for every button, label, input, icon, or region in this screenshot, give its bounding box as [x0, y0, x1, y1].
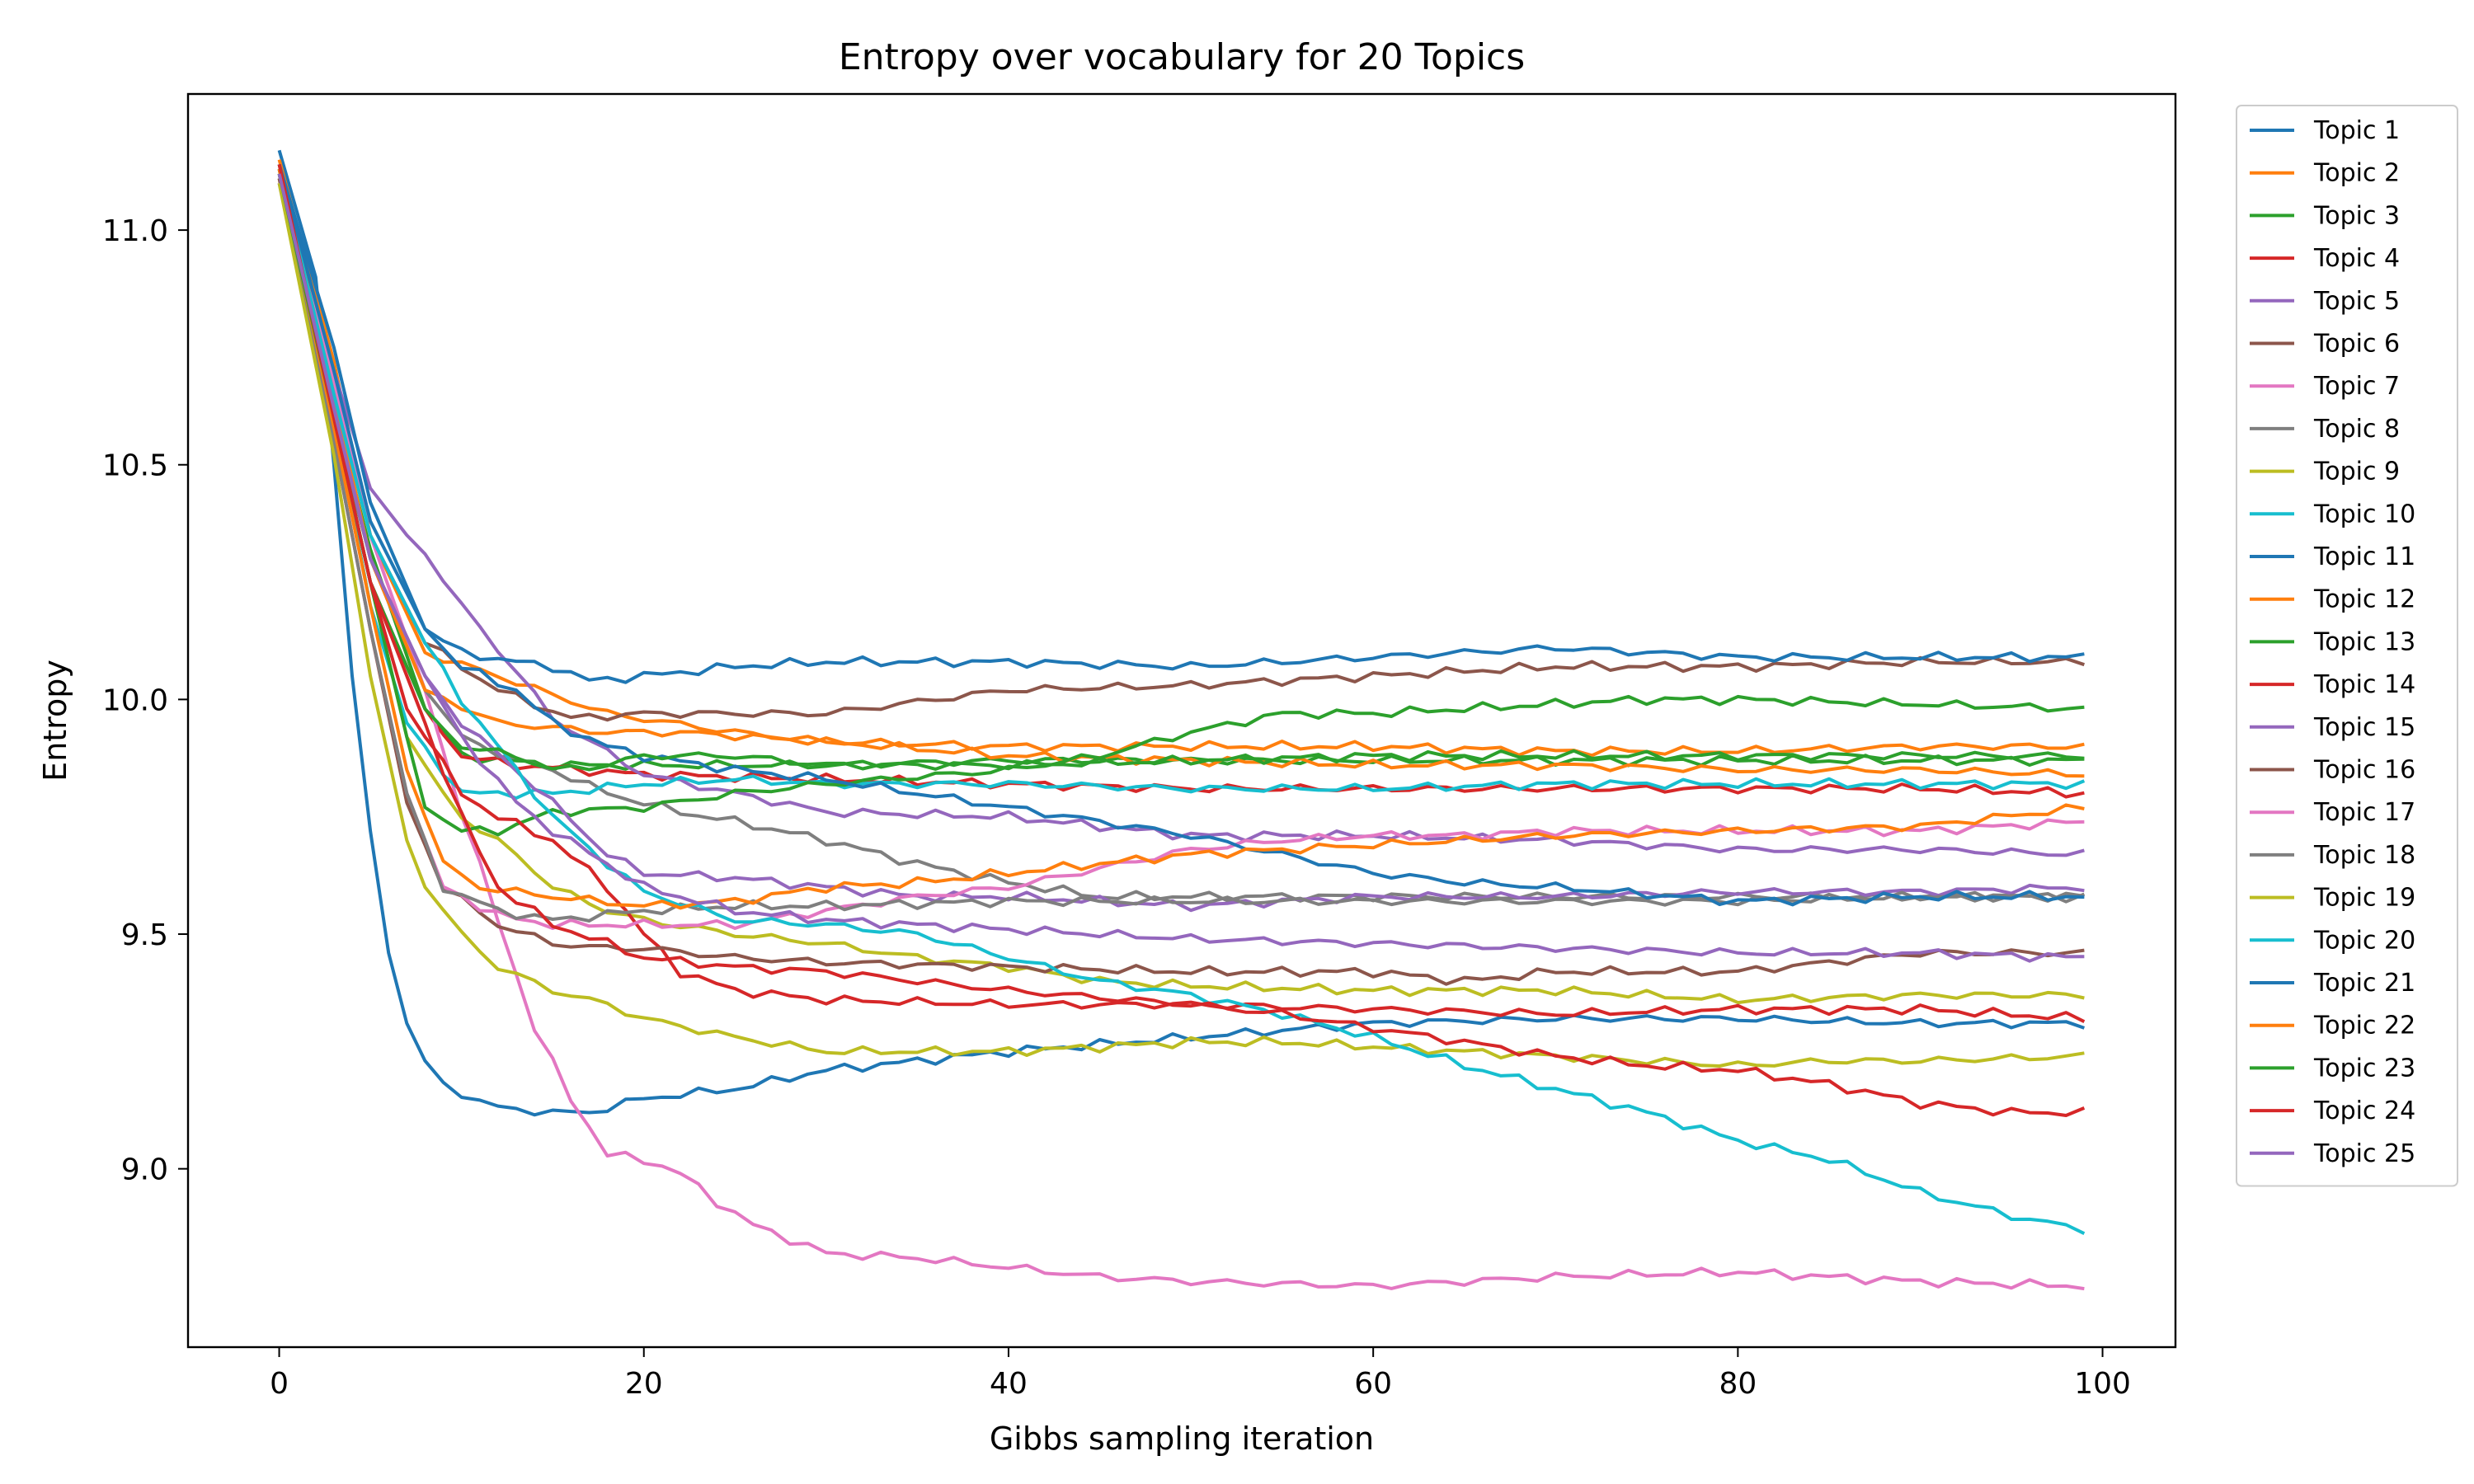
series-line-topic-25 [277, 173, 2085, 963]
series-line-topic-15 [277, 173, 2085, 913]
legend-label: Topic 22 [2313, 1012, 2415, 1040]
legend-label: Topic 2 [2313, 159, 2400, 188]
legend-label: Topic 16 [2313, 756, 2415, 785]
y-tick-label: 11.0 [102, 214, 168, 248]
x-tick-label: 20 [625, 1367, 663, 1401]
series-line-topic-13 [277, 168, 2085, 837]
legend-label: Topic 12 [2313, 585, 2415, 614]
x-axis-label: Gibbs sampling iteration [990, 1421, 1374, 1457]
legend-label: Topic 23 [2313, 1054, 2415, 1082]
series-line-topic-4 [277, 168, 2085, 799]
legend-label: Topic 17 [2313, 798, 2415, 827]
legend-label: Topic 15 [2313, 713, 2415, 742]
legend-label: Topic 20 [2313, 926, 2415, 955]
series-line-topic-8 [277, 173, 2085, 903]
y-axis: 9.0 9.5 10.0 10.5 11.0 [102, 214, 188, 1187]
legend-label: Topic 13 [2313, 627, 2415, 656]
legend-label: Topic 11 [2313, 542, 2415, 571]
series-line-topic-16 [277, 178, 2085, 986]
legend-label: Topic 10 [2313, 500, 2415, 528]
legend-label: Topic 24 [2313, 1097, 2415, 1125]
legend-label: Topic 25 [2313, 1139, 2415, 1168]
legend-label: Topic 9 [2313, 458, 2400, 486]
series-line-topic-11 [277, 163, 2085, 684]
series-line-topic-10 [277, 173, 2086, 801]
series-line-topic-14 [277, 178, 2086, 1023]
series-line-topic-6 [277, 163, 2086, 722]
legend-label: Topic 6 [2313, 330, 2400, 359]
series-line-topic-24 [277, 163, 2086, 1117]
y-tick-label: 10.5 [102, 449, 168, 483]
legend-label: Topic 5 [2313, 287, 2400, 316]
legend-label: Topic 14 [2313, 670, 2415, 699]
x-axis: 0 20 40 60 80 100 [270, 1347, 2131, 1401]
legend-label: Topic 19 [2313, 884, 2415, 913]
series-line-topic-23 [277, 173, 2085, 772]
y-tick-label: 10.0 [102, 683, 168, 717]
legend-label: Topic 21 [2313, 969, 2415, 998]
legend-label: Topic 3 [2313, 201, 2400, 230]
plot-area [186, 92, 2177, 1349]
chart-title: Entropy over vocabulary for 20 Topics [839, 36, 1525, 78]
x-tick-label: 80 [1719, 1367, 1757, 1401]
legend-label: Topic 7 [2313, 372, 2400, 401]
series-line-topic-7 [277, 182, 2085, 1291]
legend-label: Topic 1 [2313, 116, 2400, 145]
legend-label: Topic 4 [2313, 244, 2400, 273]
x-tick-label: 60 [1354, 1367, 1392, 1401]
y-tick-label: 9.5 [121, 918, 168, 952]
legend: Topic 1 Topic 2 Topic 3 Topic 4 Topic 5 Topic… [2236, 105, 2458, 1187]
x-tick-label: 100 [2074, 1367, 2131, 1401]
series-line-topic-2 [277, 159, 2085, 758]
series-line-topic-22 [277, 168, 2085, 910]
y-tick-label: 9.0 [121, 1153, 168, 1187]
series-line-topic-21 [277, 163, 2085, 907]
series-line-topic-19 [277, 182, 2085, 1068]
legend-label: Topic 18 [2313, 841, 2415, 870]
legend-label: Topic 8 [2313, 415, 2400, 444]
series-lines [277, 149, 2086, 1291]
legend-frame [2236, 105, 2458, 1187]
y-axis-label: Entropy [37, 660, 73, 782]
series-line-topic-20 [277, 168, 2086, 1236]
x-tick-label: 0 [270, 1367, 289, 1401]
x-tick-label: 40 [990, 1367, 1028, 1401]
